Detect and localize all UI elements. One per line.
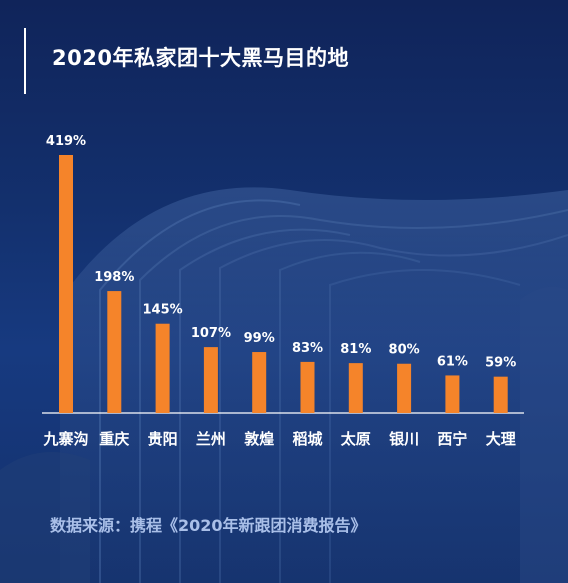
bar-1 (59, 155, 73, 413)
value-label-1: 419% (46, 134, 86, 149)
bar-3 (155, 323, 170, 413)
value-label-3: 145% (143, 303, 183, 318)
value-label-2: 198% (94, 270, 134, 285)
bar-6 (300, 361, 315, 413)
bar-2 (107, 291, 122, 413)
category-label-2: 重庆 (99, 430, 129, 448)
category-label-7: 太原 (341, 430, 371, 448)
value-label-7: 81% (340, 342, 371, 357)
value-label-4: 107% (191, 326, 231, 341)
value-label-6: 83% (292, 341, 323, 356)
category-label-5: 敦煌 (244, 430, 274, 448)
value-label-8: 80% (389, 343, 420, 358)
bar-4 (203, 347, 218, 413)
value-label-9: 61% (437, 354, 468, 369)
bar-5 (252, 352, 267, 413)
bar-10 (493, 376, 508, 413)
bar-8 (397, 363, 412, 413)
page-title: 2020年私家团十大黑马目的地 (52, 46, 349, 70)
category-label-9: 西宁 (437, 430, 467, 448)
category-label-1: 九寨沟 (42, 430, 88, 448)
category-label-8: 银川 (389, 430, 419, 448)
bar-9 (445, 375, 460, 413)
value-label-10: 59% (485, 356, 516, 371)
data-source-note: 数据来源：携程《2020年新跟团消费报告》 (50, 516, 367, 535)
bar-7 (348, 363, 363, 413)
value-label-5: 99% (244, 331, 275, 346)
category-label-6: 稻城 (292, 430, 322, 448)
category-label-10: 大理 (486, 430, 516, 448)
category-label-4: 兰州 (196, 430, 226, 448)
category-label-3: 贵阳 (148, 430, 178, 448)
title-accent-line (24, 28, 26, 94)
